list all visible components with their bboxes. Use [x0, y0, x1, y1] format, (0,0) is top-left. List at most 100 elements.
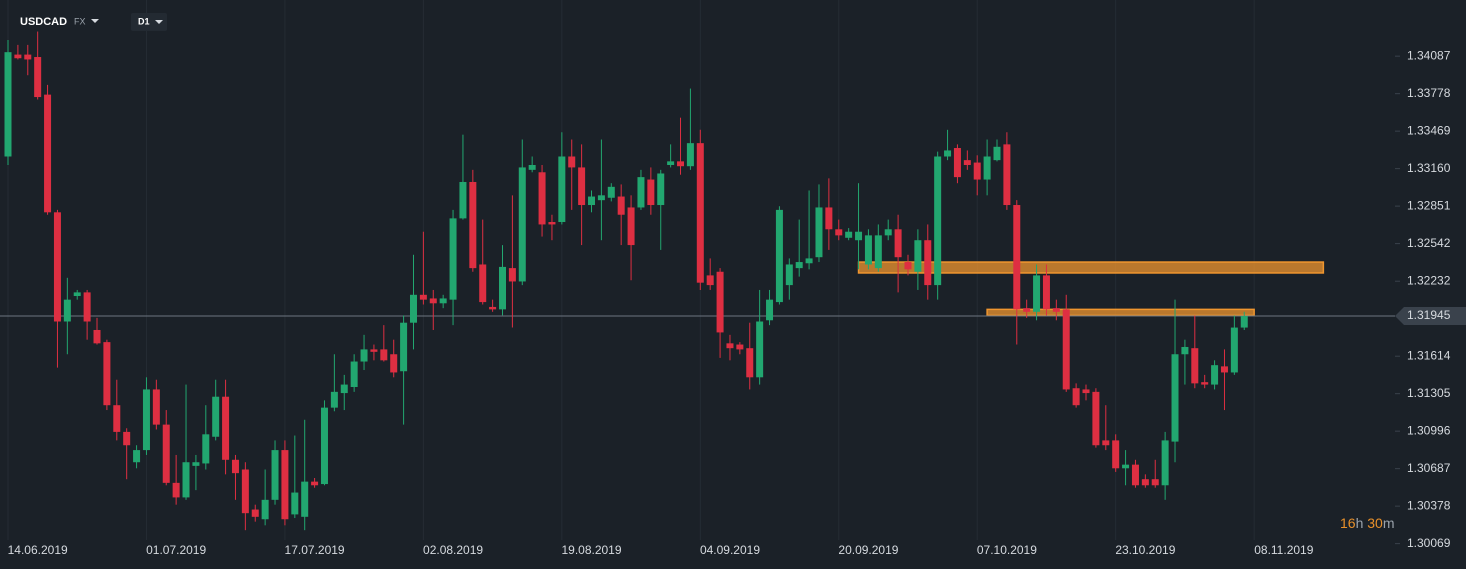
candle-body — [291, 492, 299, 515]
candle-body — [924, 240, 932, 286]
candle-body — [192, 462, 200, 466]
candle-body — [133, 450, 141, 463]
candle-body — [103, 342, 111, 406]
toolbar: USDCAD FX D1 — [20, 13, 167, 31]
candle-body — [449, 218, 457, 300]
candle-body — [914, 240, 922, 272]
x-tick-label: 08.11.2019 — [1254, 543, 1313, 557]
candle-body — [53, 212, 61, 322]
candle-body — [1201, 382, 1209, 385]
candle-body — [44, 94, 52, 213]
candle-body — [73, 292, 81, 297]
candle-body — [93, 329, 101, 344]
candle-body — [1191, 348, 1199, 384]
candle-body — [993, 146, 1001, 161]
candle-body — [795, 262, 803, 269]
price-label-box — [1395, 307, 1466, 326]
candle-body — [597, 195, 605, 201]
zone — [986, 308, 1255, 317]
candle-body — [607, 186, 615, 198]
candle-body — [370, 349, 378, 352]
candle-body — [439, 298, 447, 304]
candle-body — [400, 322, 408, 372]
candle-body — [182, 462, 190, 498]
y-tick-label: 1.30687 — [1407, 461, 1451, 475]
candle-body — [301, 481, 309, 517]
countdown-minutes: 30 — [1367, 515, 1383, 531]
price-axis: 1.34087 1.33778 1.33469 1.33160 1.32851 1.325… — [1395, 48, 1466, 550]
y-tick-label: 1.31305 — [1407, 386, 1451, 400]
x-tick-label: 19.08.2019 — [561, 543, 621, 557]
candle-body — [271, 450, 279, 500]
timeframe[interactable]: D1 — [138, 16, 150, 26]
candle-body — [548, 222, 556, 225]
candle-body — [588, 196, 596, 206]
candle-body — [1161, 440, 1169, 486]
candle-body — [1062, 309, 1070, 390]
x-tick-label: 04.09.2019 — [700, 543, 760, 557]
timeframe-button[interactable] — [131, 13, 167, 31]
candle-body — [202, 434, 210, 464]
candle-body — [1171, 354, 1179, 442]
candle-body — [311, 481, 319, 486]
candle-body — [617, 196, 625, 215]
candle-body — [1072, 388, 1080, 406]
candle-body — [1211, 365, 1219, 385]
candle-body — [340, 384, 348, 394]
candle-body — [855, 231, 863, 241]
candle-body — [647, 179, 655, 206]
dropdown-arrow[interactable] — [155, 20, 163, 24]
candle-body — [825, 207, 833, 230]
dropdown-arrow[interactable] — [91, 19, 99, 23]
candle-body — [627, 207, 635, 246]
candle-body — [677, 161, 685, 167]
candle-body — [251, 509, 259, 517]
x-tick-label: 07.10.2019 — [977, 543, 1037, 557]
candle-body — [113, 405, 121, 432]
x-tick-label: 17.07.2019 — [285, 543, 345, 557]
candle-body — [1023, 308, 1031, 312]
candle-body — [241, 469, 249, 514]
candle-body — [874, 235, 882, 269]
candle-body — [34, 57, 42, 98]
candle-body — [944, 150, 952, 157]
candle-body — [1033, 275, 1041, 312]
candle-body — [746, 348, 754, 378]
y-tick-label: 1.33469 — [1407, 123, 1451, 137]
candle-body — [479, 264, 487, 303]
candle-body — [360, 349, 368, 362]
candle-body — [934, 156, 942, 286]
candle-body — [1092, 391, 1100, 446]
y-tick-label: 1.32851 — [1407, 198, 1451, 212]
candle-body — [172, 482, 180, 498]
candle-body — [736, 344, 744, 350]
candle-body — [459, 181, 467, 219]
market[interactable]: FX — [74, 16, 86, 26]
candle-body — [281, 450, 289, 520]
candle-body — [1141, 479, 1149, 486]
candle-body — [1230, 327, 1238, 373]
y-tick-label: 1.30378 — [1407, 498, 1451, 512]
candle-body — [1082, 389, 1090, 394]
candle-body — [320, 407, 328, 485]
y-tick-label: 1.34087 — [1407, 48, 1451, 62]
candle-body — [686, 143, 694, 167]
candle-body — [805, 258, 813, 264]
candle-body — [775, 209, 783, 303]
y-tick-label: 1.32542 — [1407, 236, 1451, 250]
candle-body — [508, 268, 516, 282]
candle-body — [63, 299, 71, 322]
candle-body — [212, 396, 220, 437]
candle-body — [261, 499, 269, 520]
candle-body — [1112, 440, 1120, 469]
candle-body — [696, 143, 704, 283]
candle-body — [716, 271, 724, 333]
candle-body — [568, 156, 576, 168]
candle-body — [864, 235, 872, 265]
candle-body — [469, 181, 477, 269]
candle-body — [815, 207, 823, 258]
candle-body — [24, 54, 32, 60]
x-tick-label: 20.09.2019 — [838, 543, 898, 557]
